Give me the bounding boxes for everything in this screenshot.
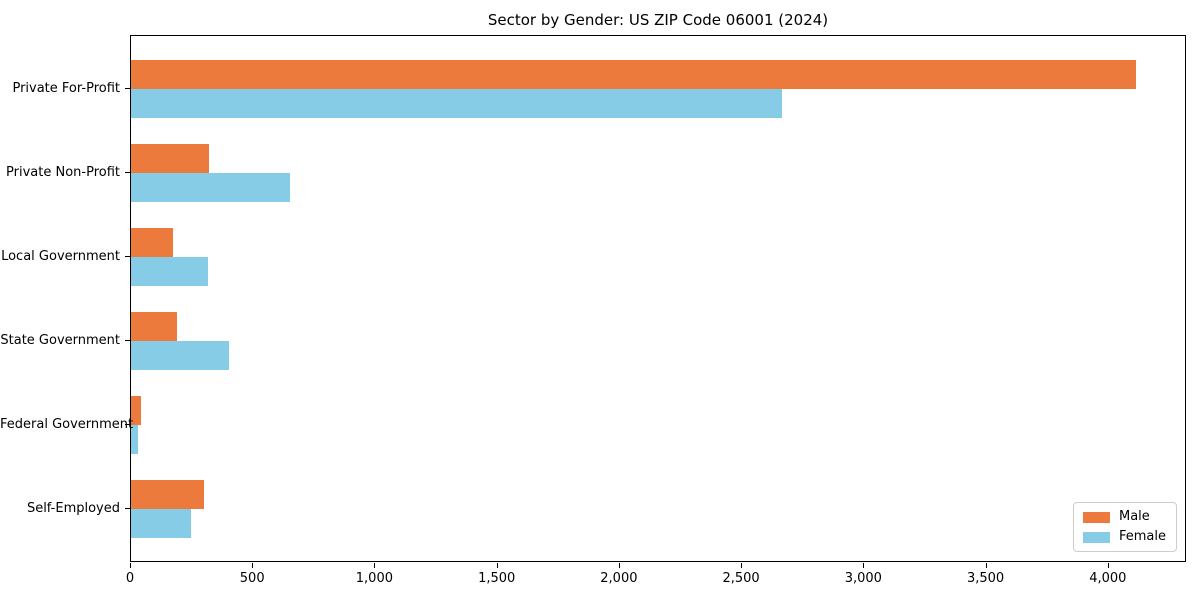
bar-male-federal-government	[131, 396, 141, 425]
y-category-label: State Government	[0, 333, 120, 348]
x-tick	[374, 563, 376, 568]
y-category-label: Local Government	[1, 249, 120, 264]
x-tick	[863, 563, 865, 568]
y-tick	[125, 88, 130, 89]
legend-label-male: Male	[1118, 509, 1150, 524]
legend: Male Female	[1072, 502, 1177, 552]
x-tick-label: 500	[239, 571, 265, 586]
x-tick	[1107, 563, 1109, 568]
y-category-label: Self-Employed	[26, 501, 120, 516]
bar-male-state-government	[131, 312, 178, 341]
bars-layer	[131, 36, 1185, 561]
y-tick	[125, 172, 130, 173]
plot-area: Male Female	[130, 35, 1186, 562]
chart-title: Sector by Gender: US ZIP Code 06001 (202…	[487, 11, 829, 29]
y-category-label: Private For-Profit	[12, 81, 120, 96]
x-tick-label: 2,000	[600, 571, 638, 586]
female-color-swatch	[1082, 531, 1110, 543]
x-tick	[252, 563, 254, 568]
x-tick	[741, 563, 743, 568]
y-tick	[125, 340, 130, 341]
legend-item-male: Male	[1082, 509, 1166, 524]
x-tick-label: 0	[125, 571, 135, 586]
bar-male-local-government	[131, 228, 173, 257]
bar-female-private-non-profit	[131, 173, 290, 202]
male-color-swatch	[1082, 511, 1110, 523]
x-tick-label: 1,500	[478, 571, 516, 586]
bar-female-local-government	[131, 257, 208, 286]
x-tick	[130, 563, 131, 568]
x-tick	[985, 563, 987, 568]
y-tick	[125, 508, 130, 509]
bar-female-private-for-profit	[131, 89, 783, 118]
legend-item-female: Female	[1082, 529, 1166, 544]
x-tick-label: 3,500	[966, 571, 1005, 586]
bar-female-self-employed	[131, 509, 191, 538]
x-tick-label: 1,000	[355, 571, 393, 586]
x-tick-label: 2,500	[722, 571, 760, 586]
legend-label-female: Female	[1118, 529, 1166, 544]
y-category-label: Federal Government	[0, 417, 134, 432]
x-tick	[496, 563, 498, 568]
bar-female-state-government	[131, 341, 229, 370]
x-tick	[618, 563, 620, 568]
x-tick-label: 3,000	[844, 571, 882, 586]
bar-male-private-for-profit	[131, 60, 1136, 89]
x-tick-label: 4,000	[1089, 571, 1127, 586]
y-category-label: Private Non-Profit	[6, 165, 120, 180]
bar-male-private-non-profit	[131, 144, 210, 173]
y-tick	[125, 424, 130, 425]
y-tick	[125, 256, 130, 257]
bar-male-self-employed	[131, 480, 205, 509]
bar-female-federal-government	[131, 425, 139, 454]
